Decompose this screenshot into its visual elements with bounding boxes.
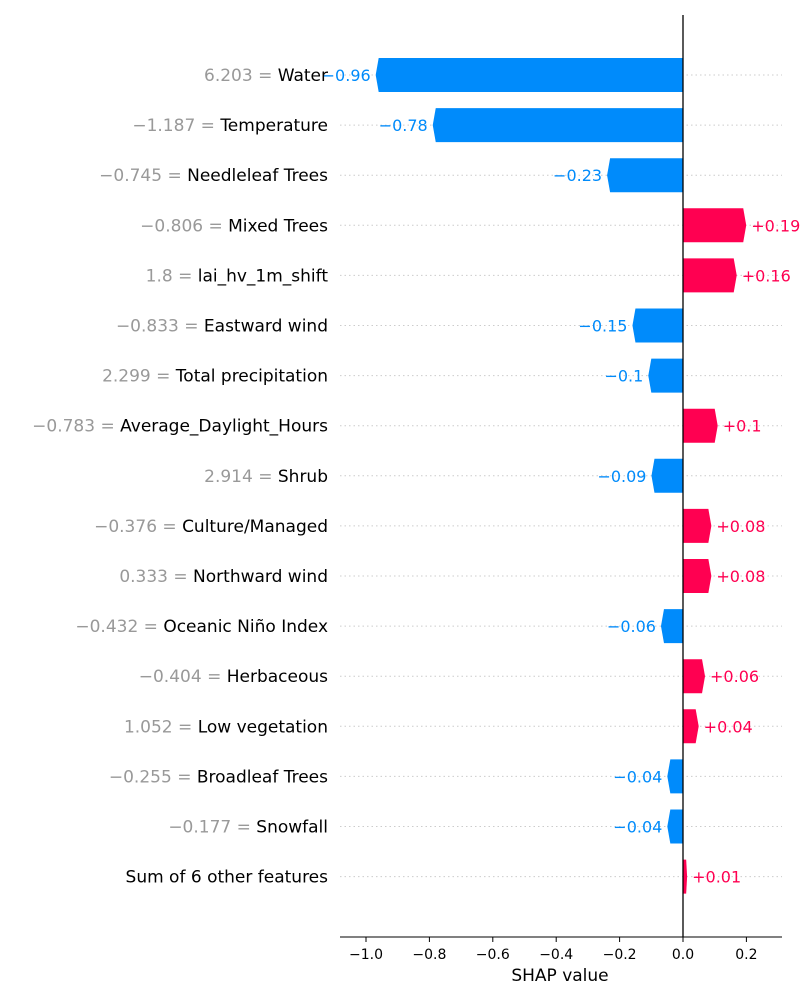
- x-tick-label: −0.4: [539, 947, 573, 963]
- bar-16: [667, 809, 683, 844]
- bar-14: [683, 709, 699, 744]
- feature-label: 2.914 = Shrub: [204, 467, 328, 487]
- bar-value-label: +0.08: [716, 517, 765, 536]
- feature-value: 2.914 =: [204, 467, 278, 487]
- bar-value-label: +0.08: [716, 567, 765, 586]
- feature-labels: 6.203 = Water −1.187 = Temperature −0.745 …: [32, 66, 328, 888]
- bar-value-label: +0.04: [704, 717, 753, 736]
- x-axis-label: SHAP value: [511, 966, 608, 986]
- x-tick-label: −0.6: [476, 947, 510, 963]
- feature-value: −0.376 =: [94, 517, 182, 537]
- feature-value: −0.783 =: [32, 417, 120, 437]
- feature-name: Total precipitation: [175, 367, 328, 387]
- x-tick-label: −0.2: [603, 947, 637, 963]
- bar-value-label: +0.1: [723, 417, 762, 436]
- feature-value: −0.404 =: [139, 667, 227, 687]
- feature-name: Needleleaf Trees: [187, 166, 328, 186]
- x-tick-label: 0.0: [672, 947, 694, 963]
- bar-value-label: +0.16: [742, 266, 791, 285]
- feature-value: 2.299 =: [102, 367, 176, 387]
- bar-1: [375, 58, 683, 92]
- feature-label: −0.376 = Culture/Managed: [94, 517, 328, 537]
- feature-value: −0.745 =: [99, 166, 187, 186]
- bar-value-label: −0.06: [607, 617, 656, 636]
- bar-value-label: −0.15: [578, 317, 627, 336]
- bar-value-label: −0.78: [379, 116, 428, 135]
- feature-value: 0.333 =: [119, 567, 193, 587]
- feature-name: Temperature: [219, 116, 328, 136]
- feature-name: lai_hv_1m_shift: [198, 266, 329, 286]
- bar-value-label: −0.04: [613, 818, 662, 837]
- x-tick-label: −1.0: [349, 947, 383, 963]
- feature-label: 0.333 = Northward wind: [119, 567, 328, 587]
- feature-name: Water: [278, 66, 328, 86]
- bar-value-label: −0.23: [553, 166, 602, 185]
- feature-value: 1.052 =: [124, 717, 198, 737]
- bar-17: [683, 859, 688, 894]
- feature-label: 2.299 = Total precipitation: [102, 367, 328, 387]
- feature-label: −1.187 = Temperature: [132, 116, 328, 136]
- bar-value-label: −0.1: [604, 367, 643, 386]
- feature-label: −0.432 = Oceanic Niño Index: [75, 617, 328, 637]
- bar-3: [607, 158, 683, 193]
- feature-label: −0.783 = Average_Daylight_Hours: [32, 417, 328, 437]
- feature-name: Sum of 6 other features: [126, 868, 329, 888]
- feature-label: 1.8 = lai_hv_1m_shift: [146, 266, 329, 286]
- feature-value: −0.177 =: [168, 818, 256, 838]
- feature-name: Herbaceous: [227, 667, 328, 687]
- feature-value: −0.806 =: [140, 216, 228, 236]
- feature-value: −1.187 =: [132, 116, 220, 136]
- feature-value: −0.432 =: [75, 617, 163, 637]
- bar-9: [651, 458, 683, 493]
- bar-8: [683, 408, 718, 443]
- feature-label: −0.404 = Herbaceous: [139, 667, 328, 687]
- bar-value-label: +0.19: [751, 216, 800, 235]
- bar-4: [683, 208, 747, 243]
- feature-name: Low vegetation: [198, 717, 328, 737]
- feature-label: −0.806 = Mixed Trees: [140, 216, 328, 236]
- feature-label: 6.203 = Water: [204, 66, 328, 86]
- feature-name: Mixed Trees: [228, 216, 328, 236]
- feature-label: −0.255 = Broadleaf Trees: [109, 767, 328, 787]
- bar-12: [660, 609, 683, 644]
- bar-value-label: +0.06: [710, 667, 759, 686]
- feature-label: −0.833 = Eastward wind: [116, 317, 328, 337]
- bar-labels: −0.96 −0.78 −0.23 +0.19 +0.16 −0.15 −0.1 +0.1 −0…: [322, 66, 800, 887]
- feature-name: Broadleaf Trees: [197, 767, 328, 787]
- feature-label: Sum of 6 other features: [126, 868, 329, 888]
- feature-name: Average_Daylight_Hours: [120, 417, 328, 437]
- feature-name: Northward wind: [193, 567, 328, 587]
- feature-value: −0.833 =: [116, 317, 204, 337]
- bar-value-label: −0.09: [597, 467, 646, 486]
- bar-value-label: −0.04: [613, 767, 662, 786]
- x-tick-label: −0.8: [412, 947, 446, 963]
- feature-name: Snowfall: [256, 818, 328, 838]
- bar-7: [648, 358, 683, 393]
- bar-10: [683, 508, 712, 543]
- bar-value-label: +0.01: [692, 868, 741, 887]
- bar-11: [683, 559, 712, 593]
- feature-value: −0.255 =: [109, 767, 197, 787]
- bar-2: [432, 108, 683, 143]
- feature-label: −0.177 = Snowfall: [168, 818, 328, 838]
- bar-value-label: −0.96: [322, 66, 371, 85]
- bar-5: [683, 258, 737, 293]
- feature-name: Eastward wind: [204, 317, 328, 337]
- feature-name: Culture/Managed: [182, 517, 328, 537]
- x-axis: −1.0 −0.8 −0.6 −0.4 −0.2 0.0 0.2 SHAP value: [340, 936, 782, 986]
- x-ticks: −1.0 −0.8 −0.6 −0.4 −0.2 0.0 0.2: [349, 937, 758, 963]
- feature-value: 6.203 =: [204, 66, 278, 86]
- bar-15: [667, 759, 683, 794]
- gridlines: [340, 74, 782, 878]
- x-tick-label: 0.2: [735, 947, 757, 963]
- feature-label: 1.052 = Low vegetation: [124, 717, 328, 737]
- bar-6: [632, 308, 683, 343]
- bars: [375, 58, 747, 894]
- bar-13: [683, 659, 706, 694]
- feature-value: 1.8 =: [146, 266, 198, 286]
- feature-label: −0.745 = Needleleaf Trees: [99, 166, 328, 186]
- feature-name: Shrub: [278, 467, 328, 487]
- feature-name: Oceanic Niño Index: [163, 617, 328, 637]
